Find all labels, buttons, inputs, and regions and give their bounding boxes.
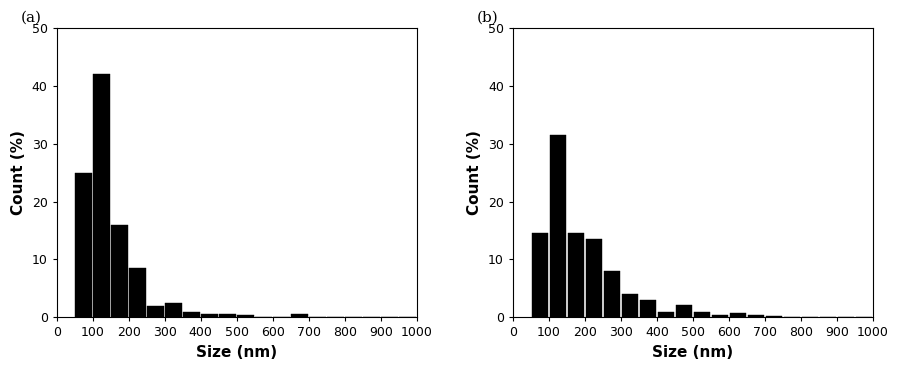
Bar (550, 135, 566, 317)
Bar (568, 233, 584, 317)
Bar (130, 268, 146, 317)
Bar (586, 239, 602, 317)
Bar (676, 305, 692, 317)
X-axis label: Size (nm): Size (nm) (652, 345, 734, 360)
Bar (94, 75, 110, 317)
Bar (292, 314, 308, 317)
Bar (730, 313, 746, 317)
Bar (112, 225, 128, 317)
Bar (694, 312, 710, 317)
Bar (532, 233, 548, 317)
X-axis label: Size (nm): Size (nm) (196, 345, 277, 360)
Bar (220, 314, 236, 317)
Bar (76, 173, 92, 317)
Bar (238, 315, 254, 317)
Bar (166, 303, 182, 317)
Bar (658, 312, 674, 317)
Bar (148, 306, 164, 317)
Bar (766, 316, 782, 317)
Bar (712, 315, 728, 317)
Y-axis label: Count (%): Count (%) (467, 130, 482, 215)
Text: (a): (a) (21, 11, 41, 25)
Bar (748, 315, 764, 317)
Bar (604, 271, 620, 317)
Y-axis label: Count (%): Count (%) (11, 130, 26, 215)
Bar (622, 294, 638, 317)
Bar (640, 300, 656, 317)
Text: (b): (b) (477, 11, 499, 25)
Bar (184, 312, 200, 317)
Bar (202, 314, 218, 317)
